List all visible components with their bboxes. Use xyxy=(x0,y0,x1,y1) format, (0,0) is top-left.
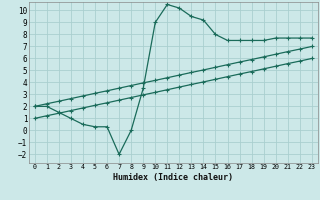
X-axis label: Humidex (Indice chaleur): Humidex (Indice chaleur) xyxy=(113,173,233,182)
